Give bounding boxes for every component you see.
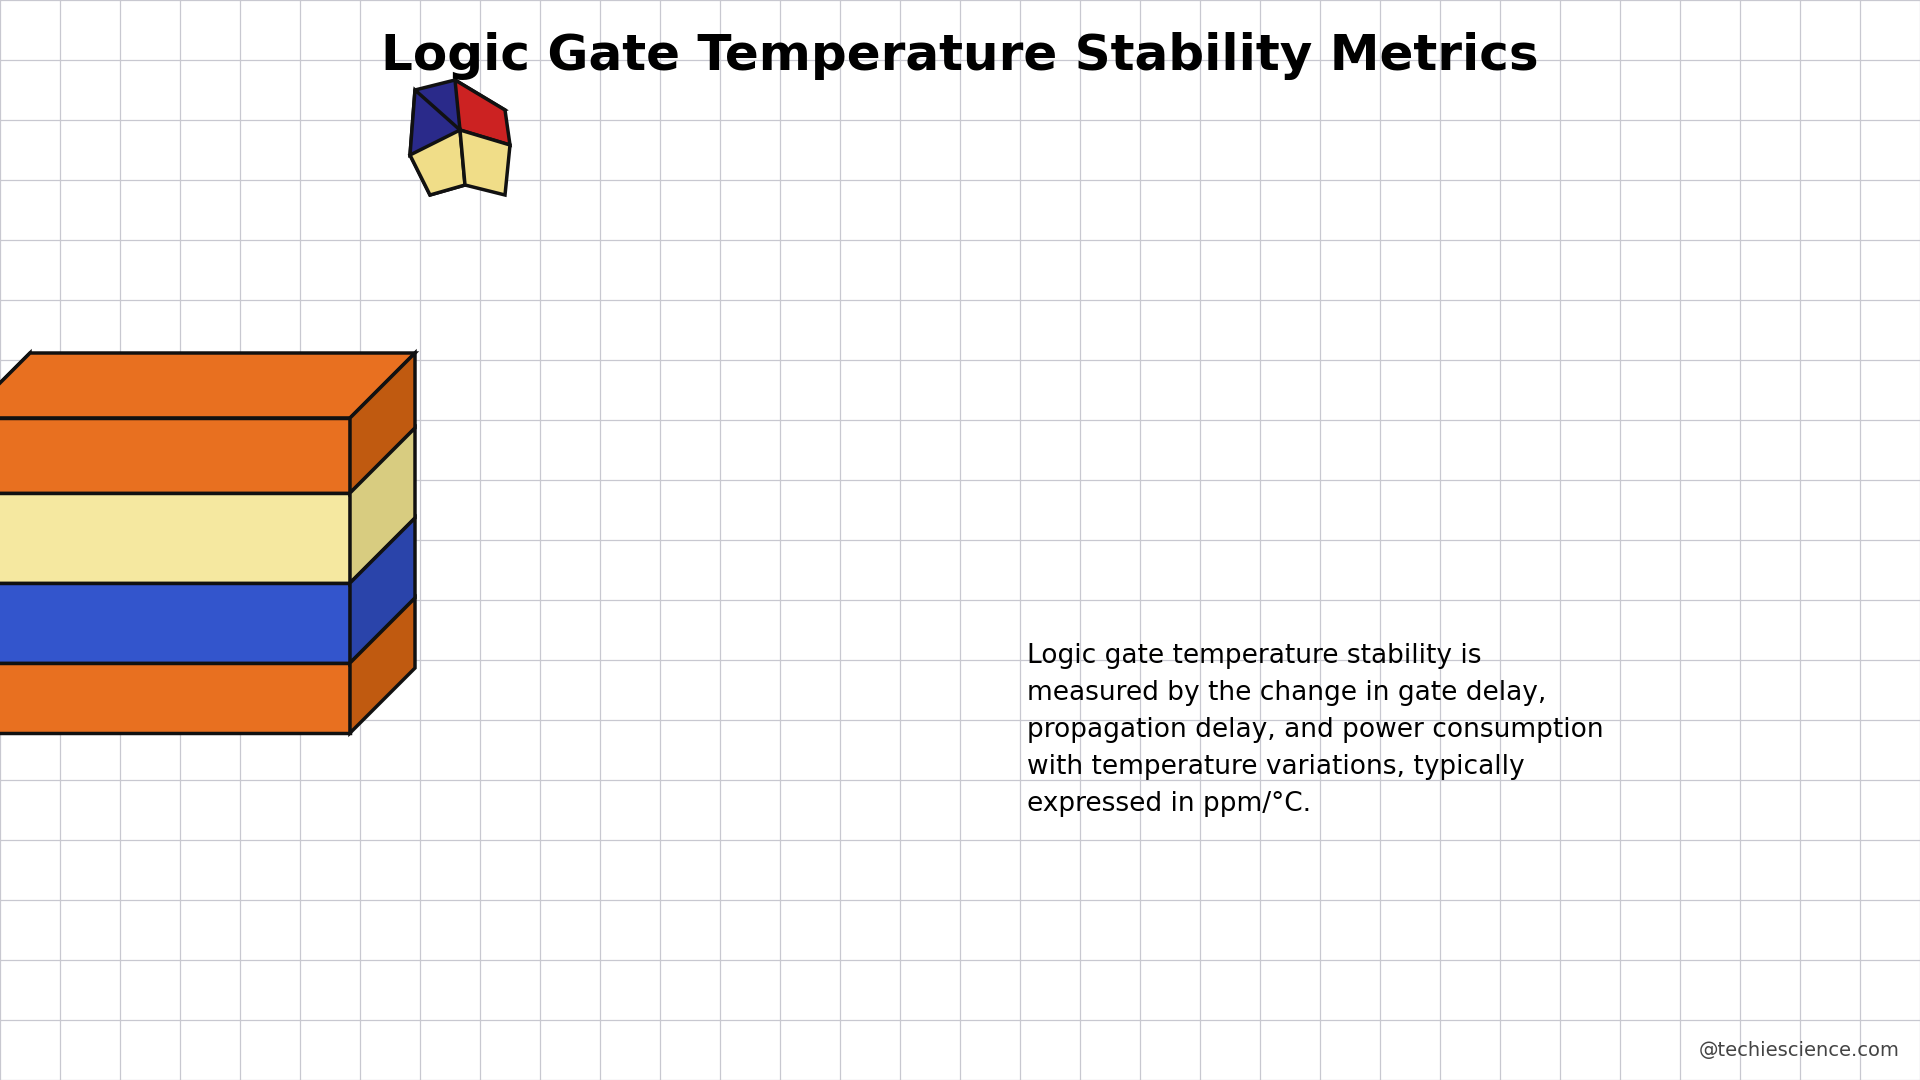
Text: @techiescience.com: @techiescience.com xyxy=(1699,1041,1901,1059)
Polygon shape xyxy=(411,130,465,195)
Polygon shape xyxy=(349,518,415,663)
Polygon shape xyxy=(0,353,31,733)
Polygon shape xyxy=(455,80,511,145)
Polygon shape xyxy=(349,598,415,733)
Text: Logic Gate Temperature Stability Metrics: Logic Gate Temperature Stability Metrics xyxy=(382,32,1538,80)
Polygon shape xyxy=(0,663,349,733)
Polygon shape xyxy=(0,353,415,418)
Polygon shape xyxy=(349,353,415,492)
Polygon shape xyxy=(0,583,349,663)
Polygon shape xyxy=(0,418,349,492)
Polygon shape xyxy=(461,130,511,195)
Polygon shape xyxy=(411,80,505,156)
Polygon shape xyxy=(349,428,415,583)
Polygon shape xyxy=(0,492,349,583)
Polygon shape xyxy=(411,90,465,195)
Text: Logic gate temperature stability is
measured by the change in gate delay,
propag: Logic gate temperature stability is meas… xyxy=(1027,643,1603,816)
